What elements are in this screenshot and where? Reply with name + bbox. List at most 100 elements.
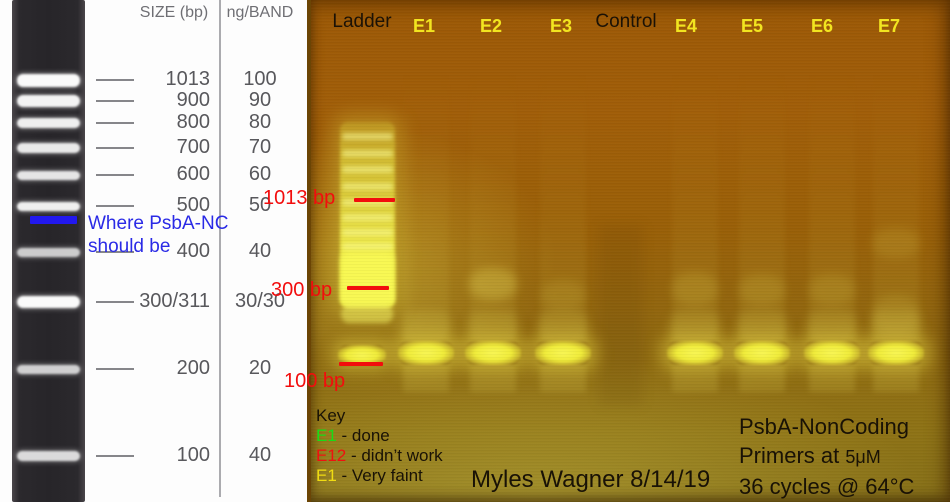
ladder-lane-band-7 bbox=[342, 243, 393, 250]
experiment-line1: PsbA-NonCoding bbox=[739, 414, 909, 439]
pcr-product-band-e6 bbox=[804, 341, 860, 365]
faint-band-2 bbox=[672, 272, 718, 306]
key-entry-desc: - Very faint bbox=[336, 466, 423, 485]
key-entry-1: E12 - didn’t work bbox=[316, 446, 443, 466]
band-glow-e5 bbox=[736, 312, 788, 344]
band-glow-e4 bbox=[669, 312, 721, 344]
ladder-ref-band-100 bbox=[17, 451, 80, 461]
ladder-ref-band-700 bbox=[17, 143, 80, 153]
lane-streak-e2 bbox=[470, 70, 516, 392]
key-entry-desc: - done bbox=[336, 426, 390, 445]
ladder-ref-tick-500 bbox=[96, 205, 134, 207]
key-entry-desc: - didn’t work bbox=[346, 446, 443, 465]
size-marker-label-2: 100 bp bbox=[284, 370, 346, 392]
band-glow-e6 bbox=[806, 312, 858, 344]
column-divider bbox=[219, 0, 221, 497]
ladder-ref-ng-700: 70 bbox=[248, 136, 272, 158]
ladder-ref-tick-900 bbox=[96, 100, 134, 102]
ladder-ref-tick-800 bbox=[96, 122, 134, 124]
ladder-ref-size-100: 100 bbox=[176, 444, 210, 466]
lane-streak-e4 bbox=[672, 70, 718, 392]
ladder-ref-band-300-311 bbox=[17, 296, 80, 308]
ladder-ref-size-700: 700 bbox=[176, 136, 210, 158]
ladder-reference-panel: SIZE (bp) ng/BAND Where PsbA-NC should b… bbox=[0, 0, 311, 502]
lane-label-ladder: Ladder bbox=[332, 11, 392, 32]
ladder-ref-size-800: 800 bbox=[176, 111, 210, 133]
ladder-ref-band-200 bbox=[17, 364, 80, 374]
lane-label-e3: E3 bbox=[549, 16, 573, 36]
key-block: Key E1 - done E12 - didn’t work E1 - Very … bbox=[316, 406, 443, 486]
ladder-ref-size-1013: 1013 bbox=[165, 68, 211, 90]
lane-label-e6: E6 bbox=[810, 16, 834, 36]
ladder-ref-ng-800: 80 bbox=[248, 111, 272, 133]
ladder-lane-band-5 bbox=[342, 214, 393, 221]
pcr-product-band-e1 bbox=[398, 341, 454, 365]
faint-band-3 bbox=[739, 274, 785, 306]
key-entry-code: E12 bbox=[316, 446, 347, 465]
key-entry-0: E1 - done bbox=[316, 426, 443, 446]
ladder-ref-band-1013 bbox=[17, 73, 80, 87]
faint-band-0 bbox=[469, 268, 517, 300]
ladder-ref-band-500 bbox=[17, 201, 80, 211]
ladder-ref-ng-400: 40 bbox=[248, 240, 272, 262]
ladder-ref-size-600: 600 bbox=[176, 163, 210, 185]
pcr-product-band-e7 bbox=[868, 341, 924, 365]
faint-band-4 bbox=[809, 274, 855, 306]
size-marker-line-2 bbox=[339, 362, 383, 366]
key-entry-code: E1 bbox=[316, 466, 337, 485]
ladder-lane-band-3 bbox=[342, 183, 393, 190]
size-column-header: SIZE (bp) bbox=[139, 4, 209, 21]
size-marker-label-0: 1013 bp bbox=[263, 187, 336, 209]
lane-label-e2: E2 bbox=[479, 16, 503, 36]
ladder-ref-band-600 bbox=[17, 170, 80, 180]
ng-column-header: ng/BAND bbox=[226, 4, 294, 21]
lane-label-e1: E1 bbox=[412, 16, 436, 36]
ladder-ref-ng-600: 60 bbox=[248, 163, 272, 185]
ladder-ref-tick-600 bbox=[96, 174, 134, 176]
lane-streak-e3 bbox=[540, 70, 586, 392]
ladder-ref-ng-300-311: 30/30 bbox=[234, 290, 286, 312]
lane-label-e7: E7 bbox=[877, 16, 901, 36]
control-lane-streak bbox=[599, 225, 643, 405]
ladder-lane-band-1 bbox=[342, 150, 393, 157]
gel-photo: Key E1 - done E12 - didn’t work E1 - Very … bbox=[263, 0, 950, 502]
lane-label-control: Control bbox=[595, 11, 657, 32]
lane-streak-e1 bbox=[403, 70, 449, 392]
band-glow-e1 bbox=[400, 312, 452, 344]
faint-band-1 bbox=[541, 280, 585, 310]
ladder-lane-bright-core bbox=[341, 252, 394, 306]
experiment-line3: 36 cycles @ 64°C bbox=[739, 474, 915, 499]
ladder-ref-size-400: 400 bbox=[176, 240, 210, 262]
pcr-product-band-e3 bbox=[535, 341, 591, 365]
ladder-ref-ng-900: 90 bbox=[248, 89, 272, 111]
ladder-ref-size-200: 200 bbox=[176, 357, 210, 379]
ladder-ref-ng-100: 40 bbox=[248, 444, 272, 466]
ladder-ref-tick-700 bbox=[96, 147, 134, 149]
ladder-ref-tick-100 bbox=[96, 455, 134, 457]
key-entry-2: E1 - Very faint bbox=[316, 466, 443, 486]
ladder-ref-tick-200 bbox=[96, 368, 134, 370]
lane-streak-e7 bbox=[873, 70, 919, 392]
size-marker-line-0 bbox=[354, 198, 395, 202]
size-marker-label-1: 300 bp bbox=[271, 279, 333, 301]
key-entry-code: E1 bbox=[316, 426, 337, 445]
ladder-ref-band-900 bbox=[17, 95, 80, 107]
ladder-ref-ng-200: 20 bbox=[248, 357, 272, 379]
primers-concentration: 5μM bbox=[845, 447, 881, 467]
ladder-ref-size-300-311: 300/311 bbox=[139, 290, 210, 312]
psba-nc-annotation-line2: should be bbox=[88, 236, 171, 257]
band-glow-e3 bbox=[537, 312, 589, 344]
pcr-product-band-e2 bbox=[465, 341, 521, 365]
experiment-line2: Primers at 5μM bbox=[739, 441, 914, 472]
psba-nc-annotation-line1: Where PsbA-NC bbox=[88, 213, 229, 234]
lane-label-e4: E4 bbox=[674, 16, 698, 36]
credit-text: Myles Wagner 8/14/19 bbox=[471, 466, 711, 493]
band-glow-e2 bbox=[467, 312, 519, 344]
ladder-diagram-strip bbox=[12, 0, 85, 502]
primers-prefix: Primers at bbox=[739, 443, 846, 468]
ladder-ref-size-500: 500 bbox=[176, 194, 210, 216]
lane-streak-e6 bbox=[809, 70, 855, 392]
ladder-lane-subband bbox=[341, 305, 393, 323]
lane-streak-e5 bbox=[739, 70, 785, 392]
